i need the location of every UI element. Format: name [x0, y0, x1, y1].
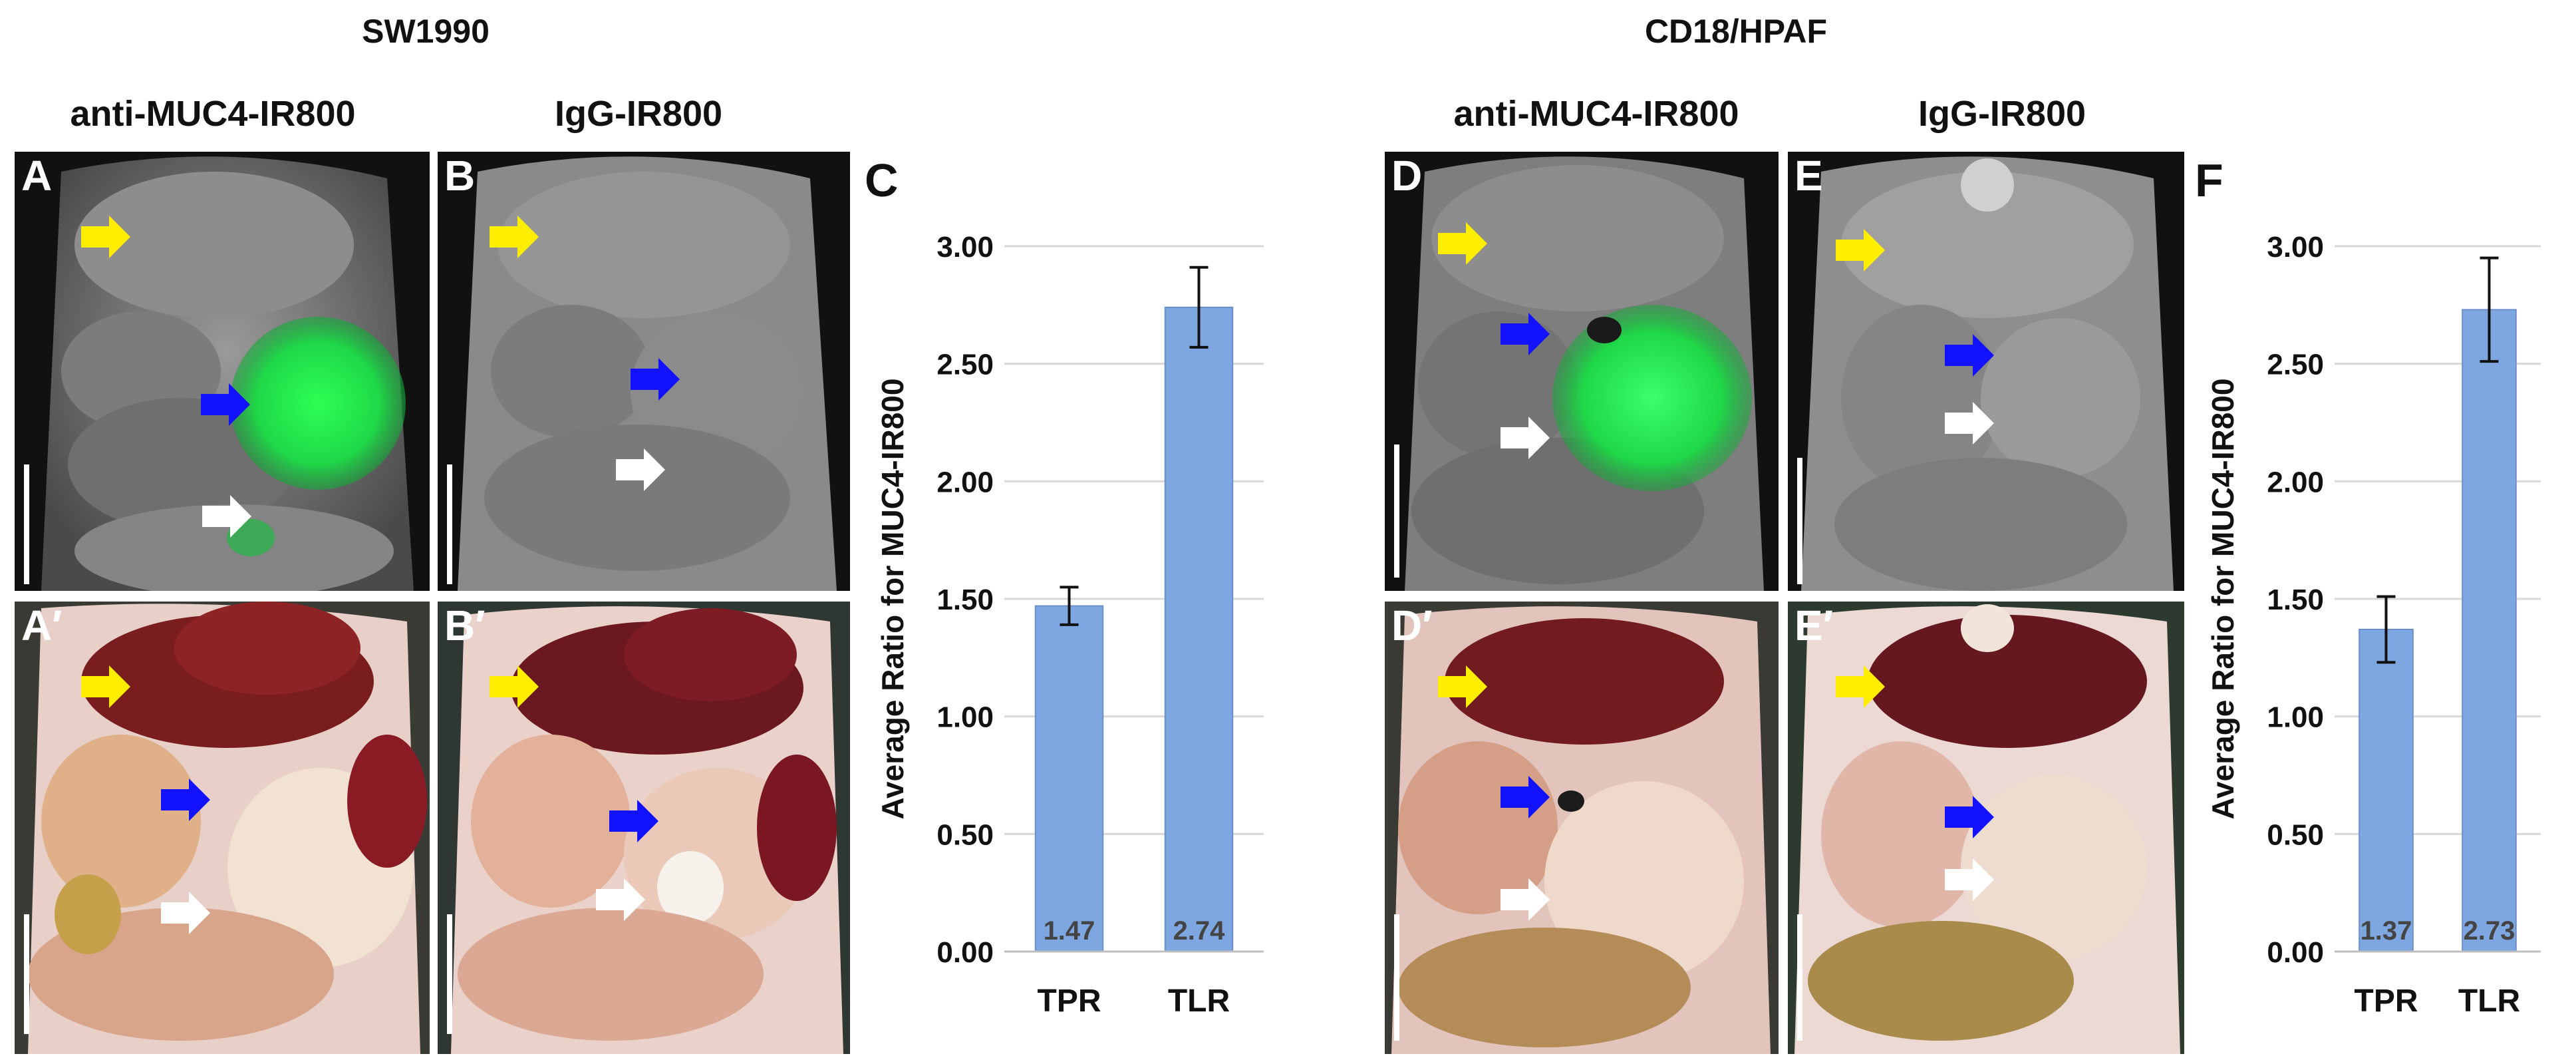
y-tick-label: 2.50: [2267, 349, 2324, 381]
panel-e-scale-bar: [1797, 458, 1802, 584]
panel-d-fluorescence-image: D: [1385, 152, 1779, 591]
panel-d-scale-bar: [1394, 444, 1399, 578]
panel-e-prime-label: E′: [1794, 602, 1834, 649]
y-tick-label: 0.50: [936, 818, 994, 851]
panel-b-prime-scale-bar: [447, 914, 452, 1034]
y-tick-label: 2.50: [936, 349, 994, 381]
y-tick-label: 1.00: [2267, 701, 2324, 734]
y-tick-label: 1.50: [2267, 584, 2324, 616]
bar-tpr: [2359, 628, 2414, 953]
data-label-tlr: 2.73: [2464, 916, 2515, 946]
y-axis-label: Average Ratio for MUC4-IR800: [2206, 379, 2240, 820]
panel-c-label: C: [865, 154, 899, 206]
panel-d-prime-brightfield-image: D′: [1385, 602, 1779, 1054]
y-tick-label: 3.00: [2267, 231, 2324, 264]
y-tick-label: 2.00: [2267, 466, 2324, 498]
data-label-tpr: 1.47: [1044, 916, 1095, 946]
panel-e-prime-brightfield-image: E′: [1788, 602, 2184, 1054]
panel-d-prime-scale-bar: [1394, 914, 1399, 1041]
y-tick-label: 3.00: [936, 231, 994, 264]
y-tick-label: 0.50: [2267, 818, 2324, 851]
x-tick-label-tpr: TPR: [1038, 983, 1101, 1019]
group-title-cd18-hpaf: CD18/HPAF: [1644, 13, 1828, 50]
y-tick-label: 0.00: [2267, 936, 2324, 969]
panel-b-label: B: [444, 152, 476, 200]
panel-b-prime-brightfield-image: B′: [438, 602, 850, 1054]
panel-a-scale-bar: [24, 464, 29, 584]
x-tick-label-tlr: TLR: [1168, 983, 1230, 1019]
bar-tlr: [1164, 306, 1234, 953]
column-label-anti-muc4-cd18: anti-MUC4-IR800: [1453, 94, 1739, 134]
column-label-igg-sw1990: IgG-IR800: [554, 94, 723, 134]
panel-a-prime-label: A′: [21, 602, 63, 649]
y-tick-label: 1.00: [936, 701, 994, 734]
column-label-igg-cd18: IgG-IR800: [1918, 94, 2086, 134]
panel-b-prime-label: B′: [444, 602, 486, 649]
chart-c: 0.00 0.50 1.00 1.50 2.00 2.50 3.00 Average Rati…: [865, 220, 1290, 1051]
panel-d-label: D: [1391, 152, 1423, 200]
bar-chart-svg: 0.00 0.50 1.00 1.50 2.00 2.50 3.00 Average Rati…: [2206, 231, 2541, 1019]
x-tick-label-tpr: TPR: [2355, 983, 2418, 1019]
panel-a-prime-brightfield-image: A′: [15, 602, 430, 1054]
bar-tlr: [2462, 309, 2517, 952]
y-tick-label: 1.50: [936, 584, 994, 616]
y-tick-label: 2.00: [936, 466, 994, 498]
data-label-tlr: 2.74: [1173, 916, 1226, 946]
x-tick-label-tlr: TLR: [2458, 983, 2520, 1019]
y-tick-label: 0.00: [936, 936, 994, 969]
bar-tpr: [1034, 605, 1104, 952]
panel-a-fluorescence-image: A: [15, 152, 430, 591]
panel-b-fluorescence-image: B: [438, 152, 850, 591]
panel-a-label: A: [21, 152, 53, 200]
panel-b-scale-bar: [447, 464, 452, 584]
panel-e-fluorescence-image: E: [1788, 152, 2184, 591]
data-label-tpr: 1.37: [2361, 916, 2412, 946]
panel-f-label: F: [2195, 154, 2223, 206]
group-title-sw1990: SW1990: [362, 13, 490, 50]
panel-e-label: E: [1794, 152, 1823, 200]
bar-chart-svg: 0.00 0.50 1.00 1.50 2.00 2.50 3.00 Average Rati…: [875, 231, 1264, 1019]
panel-a-prime-scale-bar: [24, 914, 29, 1034]
panel-e-prime-scale-bar: [1797, 914, 1802, 1041]
y-axis-label: Average Ratio for MUC4-IR800: [875, 379, 910, 820]
column-label-anti-muc4-sw1990: anti-MUC4-IR800: [70, 94, 356, 134]
chart-f: 0.00 0.50 1.00 1.50 2.00 2.50 3.00 Average Rati…: [2195, 220, 2567, 1051]
panel-d-prime-label: D′: [1391, 602, 1433, 649]
